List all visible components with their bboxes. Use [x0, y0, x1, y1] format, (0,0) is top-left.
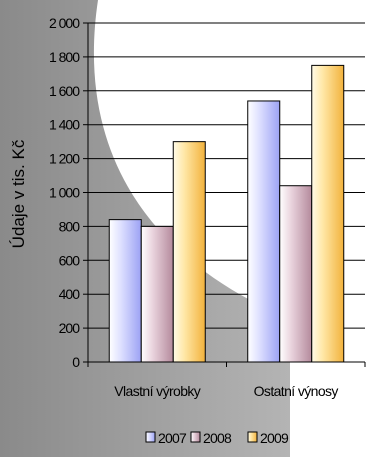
y-tick-labels: 0 200 400 600 800 1 000 1 200 1 400 1 600 1 800 2 …	[49, 15, 81, 370]
axes	[87, 23, 366, 367]
legend: 2007 2008 2009	[145, 430, 290, 446]
y-tick-label: 1 600	[49, 83, 80, 99]
legend-label-2007: 2007	[158, 430, 187, 446]
bar-2009-1	[172, 141, 206, 363]
legend-swatch-2009	[247, 431, 258, 443]
y-tick-label: 1 400	[49, 117, 80, 133]
y-tick-label: 0	[72, 354, 80, 370]
y-tick-label: 800	[59, 218, 81, 234]
x-tick-label: Vlastní výrobky	[114, 383, 201, 399]
legend-swatch-2007	[145, 431, 156, 443]
bar-2007-2	[247, 100, 281, 363]
bar-2009-2	[311, 64, 345, 363]
bar-2007-1	[108, 219, 142, 363]
bar-2008-1	[140, 225, 174, 363]
x-tick-labels: Vlastní výrobky Ostatní výnosy	[114, 383, 339, 399]
y-tick-label: 2 000	[49, 15, 80, 31]
x-tick-label: Ostatní výnosy	[254, 383, 339, 399]
y-tick-label: 1 800	[49, 49, 80, 65]
y-tick-label: 600	[59, 252, 81, 268]
y-tick-label: 1 000	[49, 185, 80, 201]
bars	[108, 64, 345, 363]
y-tick-label: 400	[59, 286, 81, 302]
legend-swatch-2008	[190, 431, 201, 443]
bar-2008-2	[279, 185, 313, 363]
y-tick-label: 1 200	[49, 151, 80, 167]
y-tick-label: 200	[59, 320, 81, 336]
y-axis-title: Údaje v tis. Kč	[9, 139, 28, 248]
legend-label-2008: 2008	[203, 430, 232, 446]
legend-label-2009: 2009	[260, 430, 289, 446]
